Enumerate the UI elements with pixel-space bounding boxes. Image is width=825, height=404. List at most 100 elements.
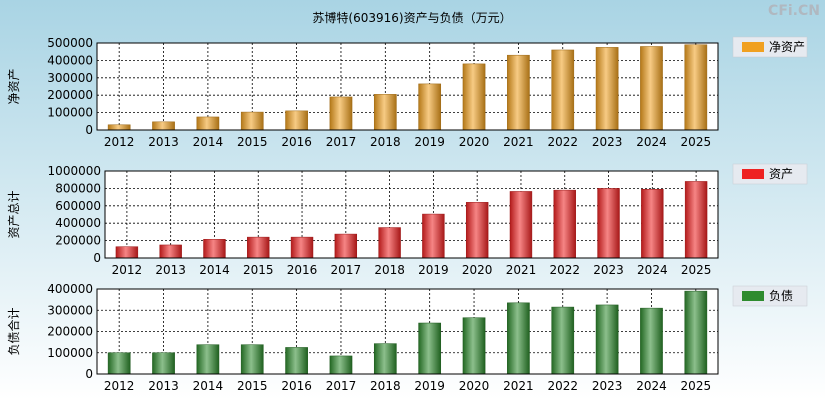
- bar-2018: [373, 94, 397, 131]
- x-tick-label: 2018: [370, 379, 401, 393]
- y-tick-label: 800000: [55, 181, 101, 195]
- bar-2024: [640, 307, 663, 375]
- bar-2015: [240, 344, 264, 375]
- bar-2016: [290, 236, 314, 259]
- x-tick-label: 2018: [374, 263, 405, 277]
- y-tick-label: 0: [85, 123, 93, 137]
- y-tick-label: 200000: [55, 234, 101, 248]
- y-tick-label: 400000: [47, 53, 93, 67]
- bar-2019: [418, 322, 442, 375]
- x-tick-label: 2022: [547, 135, 578, 149]
- y-tick-label: 0: [85, 367, 93, 381]
- bar-2013: [152, 352, 175, 375]
- bar-2020: [465, 202, 489, 259]
- x-tick-label: 2019: [414, 379, 445, 393]
- bar-2023: [597, 188, 620, 259]
- x-tick-label: 2012: [112, 263, 143, 277]
- bar-2021: [509, 191, 533, 259]
- bar-2015: [247, 236, 270, 259]
- bar-2024: [641, 189, 664, 259]
- x-tick-label: 2020: [459, 135, 490, 149]
- x-tick-label: 2023: [593, 263, 624, 277]
- bar-2012: [107, 124, 131, 131]
- bar-2016: [285, 110, 308, 131]
- x-tick-label: 2016: [281, 135, 312, 149]
- x-tick-label: 2020: [459, 379, 490, 393]
- x-tick-label: 2021: [503, 135, 534, 149]
- x-tick-label: 2022: [549, 263, 580, 277]
- bar-2015: [240, 111, 264, 131]
- x-tick-label: 2016: [287, 263, 318, 277]
- plot-frame: [96, 42, 719, 131]
- x-tick-label: 2025: [681, 135, 712, 149]
- y-axis-label: 净资产: [7, 68, 21, 104]
- y-tick-label: 400000: [47, 282, 93, 296]
- x-tick-label: 2013: [155, 263, 186, 277]
- y-tick-label: 600000: [55, 199, 101, 213]
- plot-frame: [96, 288, 719, 375]
- bar-2020: [462, 317, 486, 375]
- y-tick-label: 400000: [55, 216, 101, 230]
- y-axis-label: 负债合计: [6, 307, 21, 355]
- x-tick-label: 2013: [148, 135, 179, 149]
- bar-2025: [684, 181, 708, 259]
- bar-2014: [196, 344, 220, 375]
- x-tick-label: 2019: [414, 135, 445, 149]
- y-tick-label: 200000: [47, 325, 93, 339]
- bar-2025: [684, 290, 708, 375]
- bar-2012: [107, 352, 131, 375]
- chart-panel-2: 0 200000 400000 600000 800000 1000000 2012 2013…: [7, 163, 808, 277]
- x-tick-label: 2025: [681, 263, 712, 277]
- x-tick-label: 2012: [104, 135, 135, 149]
- x-tick-label: 2015: [237, 379, 268, 393]
- x-tick-label: 2014: [193, 379, 224, 393]
- chart-panel-3: 0 100000 200000 300000 400000 2012 2013 2014 201…: [6, 282, 808, 393]
- bar-2014: [196, 116, 220, 131]
- x-tick-label: 2017: [326, 135, 357, 149]
- x-tick-label: 2016: [281, 379, 312, 393]
- bar-2022: [553, 189, 576, 259]
- x-tick-label: 2017: [331, 263, 362, 277]
- y-tick-label: 0: [93, 251, 101, 265]
- x-tick-label: 2015: [243, 263, 274, 277]
- bar-2021: [507, 302, 530, 375]
- plot-frame: [104, 170, 719, 259]
- y-tick-label: 300000: [47, 303, 93, 317]
- x-tick-label: 2024: [636, 135, 667, 149]
- x-tick-label: 2019: [418, 263, 449, 277]
- y-tick-label: 1000000: [48, 164, 101, 178]
- y-axis-label: 资产总计: [7, 190, 21, 238]
- bar-2013: [152, 121, 175, 131]
- y-tick-label: 100000: [47, 106, 93, 120]
- x-tick-label: 2021: [506, 263, 537, 277]
- chart-title: 苏博特(603916)资产与负债（万元）: [312, 10, 511, 25]
- bar-2017: [334, 233, 358, 259]
- bar-2018: [378, 227, 401, 259]
- bar-2025: [684, 44, 708, 131]
- bar-2021: [507, 54, 530, 131]
- bar-2024: [640, 46, 663, 131]
- x-tick-label: 2014: [199, 263, 230, 277]
- bar-2017: [329, 355, 353, 375]
- bar-2012: [115, 246, 139, 259]
- x-tick-label: 2020: [462, 263, 493, 277]
- y-tick-label: 200000: [47, 88, 93, 102]
- x-tick-label: 2025: [681, 379, 712, 393]
- legend: 负债: [732, 285, 808, 307]
- x-tick-label: 2021: [503, 379, 534, 393]
- bar-2014: [203, 239, 226, 259]
- x-tick-label: 2024: [637, 263, 668, 277]
- chart-panel-1: 0 100000 200000 300000 400000 500000 2012 2013 2…: [7, 36, 808, 149]
- bar-2017: [329, 96, 353, 131]
- x-tick-label: 2012: [104, 379, 135, 393]
- legend: 资产: [732, 163, 808, 185]
- bar-2023: [595, 47, 619, 131]
- x-tick-label: 2015: [237, 135, 268, 149]
- plot-area: [105, 171, 718, 258]
- bar-2013: [159, 244, 182, 259]
- x-tick-label: 2022: [547, 379, 578, 393]
- legend-swatch: [742, 169, 764, 179]
- x-tick-label: 2013: [148, 379, 179, 393]
- bar-2019: [422, 213, 445, 259]
